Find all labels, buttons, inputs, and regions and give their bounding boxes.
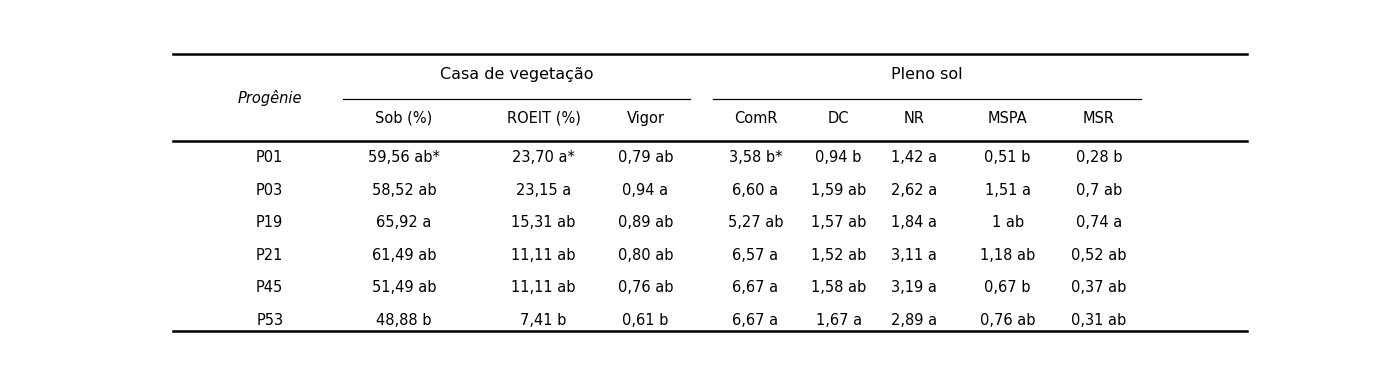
Text: P21: P21 — [256, 248, 284, 263]
Text: 0,94 a: 0,94 a — [622, 183, 669, 198]
Text: Sob (%): Sob (%) — [375, 111, 432, 125]
Text: 0,94 b: 0,94 b — [816, 150, 861, 165]
Text: 6,67 a: 6,67 a — [733, 280, 778, 295]
Text: 0,80 ab: 0,80 ab — [618, 248, 673, 263]
Text: 0,61 b: 0,61 b — [622, 313, 669, 328]
Text: 1,18 ab: 1,18 ab — [981, 248, 1036, 263]
Text: 1,52 ab: 1,52 ab — [812, 248, 866, 263]
Text: 0,7 ab: 0,7 ab — [1076, 183, 1122, 198]
Text: P53: P53 — [256, 313, 284, 328]
Text: 1,51 a: 1,51 a — [985, 183, 1030, 198]
Text: NR: NR — [903, 111, 924, 125]
Text: 1,67 a: 1,67 a — [816, 313, 861, 328]
Text: 3,11 a: 3,11 a — [891, 248, 936, 263]
Text: 51,49 ab: 51,49 ab — [371, 280, 436, 295]
Text: 1,84 a: 1,84 a — [891, 215, 936, 230]
Text: 0,76 ab: 0,76 ab — [618, 280, 673, 295]
Text: 11,11 ab: 11,11 ab — [511, 280, 576, 295]
Text: P01: P01 — [256, 150, 284, 165]
Text: 6,67 a: 6,67 a — [733, 313, 778, 328]
Text: MSPA: MSPA — [988, 111, 1028, 125]
Text: 6,60 a: 6,60 a — [733, 183, 778, 198]
Text: 59,56 ab*: 59,56 ab* — [368, 150, 440, 165]
Text: 3,19 a: 3,19 a — [891, 280, 936, 295]
Text: 6,57 a: 6,57 a — [733, 248, 778, 263]
Text: ROEIT (%): ROEIT (%) — [507, 111, 580, 125]
Text: 0,76 ab: 0,76 ab — [981, 313, 1036, 328]
Text: 0,37 ab: 0,37 ab — [1071, 280, 1126, 295]
Text: 65,92 a: 65,92 a — [377, 215, 432, 230]
Text: P19: P19 — [256, 215, 284, 230]
Text: P45: P45 — [256, 280, 284, 295]
Text: 58,52 ab: 58,52 ab — [371, 183, 436, 198]
Text: 0,31 ab: 0,31 ab — [1071, 313, 1126, 328]
Text: 0,89 ab: 0,89 ab — [618, 215, 673, 230]
Text: 0,79 ab: 0,79 ab — [618, 150, 673, 165]
Text: 1 ab: 1 ab — [992, 215, 1024, 230]
Text: 1,59 ab: 1,59 ab — [812, 183, 866, 198]
Text: MSR: MSR — [1083, 111, 1115, 125]
Text: ComR: ComR — [734, 111, 777, 125]
Text: 23,15 a: 23,15 a — [515, 183, 571, 198]
Text: 1,58 ab: 1,58 ab — [812, 280, 866, 295]
Text: 0,51 b: 0,51 b — [985, 150, 1030, 165]
Text: 23,70 a*: 23,70 a* — [512, 150, 575, 165]
Text: 0,67 b: 0,67 b — [985, 280, 1030, 295]
Text: 11,11 ab: 11,11 ab — [511, 248, 576, 263]
Text: DC: DC — [828, 111, 849, 125]
Text: P03: P03 — [256, 183, 284, 198]
Text: 3,58 b*: 3,58 b* — [729, 150, 783, 165]
Text: Casa de vegetação: Casa de vegetação — [440, 67, 593, 82]
Text: 1,42 a: 1,42 a — [891, 150, 936, 165]
Text: Progênie: Progênie — [237, 90, 302, 106]
Text: 61,49 ab: 61,49 ab — [371, 248, 436, 263]
Text: 0,52 ab: 0,52 ab — [1071, 248, 1126, 263]
Text: 7,41 b: 7,41 b — [521, 313, 566, 328]
Text: 0,74 a: 0,74 a — [1076, 215, 1122, 230]
Text: Vigor: Vigor — [626, 111, 665, 125]
Text: 2,89 a: 2,89 a — [891, 313, 936, 328]
Text: 48,88 b: 48,88 b — [377, 313, 432, 328]
Text: 2,62 a: 2,62 a — [891, 183, 936, 198]
Text: 0,28 b: 0,28 b — [1076, 150, 1122, 165]
Text: Pleno sol: Pleno sol — [892, 67, 963, 82]
Text: 15,31 ab: 15,31 ab — [511, 215, 576, 230]
Text: 1,57 ab: 1,57 ab — [812, 215, 866, 230]
Text: 5,27 ab: 5,27 ab — [727, 215, 783, 230]
